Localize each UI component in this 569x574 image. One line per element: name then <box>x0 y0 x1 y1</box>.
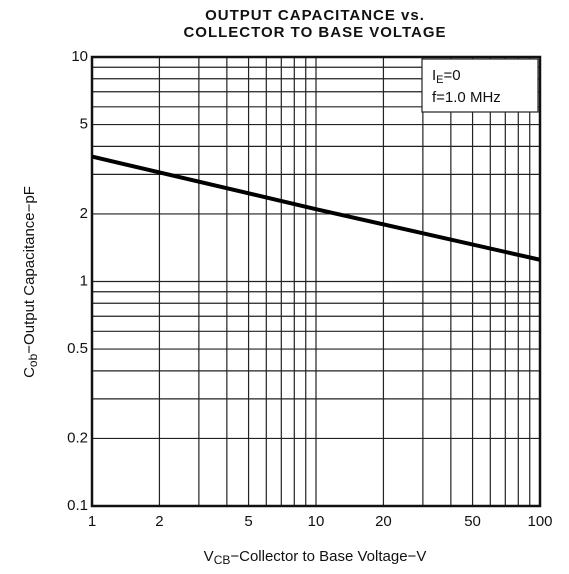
y-tick-label: 2 <box>80 205 88 222</box>
x-tick-label: 5 <box>244 513 252 530</box>
plot-area: 1 2 5 10 20 50 100 0.1 0.2 0.5 1 2 5 10 <box>67 48 552 530</box>
y-tick-label: 10 <box>71 48 88 65</box>
x-tick-label: 20 <box>375 513 392 530</box>
y-tick-label: 0.2 <box>67 429 88 446</box>
x-label-subscript: CB <box>214 553 231 567</box>
plot-border <box>90 55 542 508</box>
annotation: f=1.0 MHz <box>432 89 501 106</box>
chart-title: OUTPUT CAPACITANCE vs. <box>205 7 425 24</box>
y-label-part: −Output Capacitance−pF <box>21 186 38 354</box>
x-axis-label: VCB−Collector to Base Voltage−V <box>204 548 427 567</box>
y-tick-label: 0.5 <box>67 340 88 357</box>
x-tick-label: 100 <box>527 513 552 530</box>
x-tick-label: 1 <box>88 513 96 530</box>
annotation-part: I <box>432 67 436 84</box>
x-label-part: −Collector to Base Voltage−V <box>230 548 426 565</box>
y-tick-label: 1 <box>80 272 88 289</box>
x-tick-label: 50 <box>464 513 481 530</box>
data-line <box>91 154 541 262</box>
annotation: IE=0 <box>432 67 461 86</box>
annotation-subscript: E <box>436 74 443 86</box>
y-axis-label: Cob−Output Capacitance−pF <box>21 186 40 378</box>
y-tick-label: 5 <box>80 116 88 133</box>
x-label-part: V <box>204 548 214 565</box>
y-label-subscript: ob <box>26 353 40 367</box>
x-tick-label: 10 <box>308 513 325 530</box>
y-label-part: C <box>21 367 38 378</box>
y-tick-label: 0.1 <box>67 497 88 514</box>
chart-title: COLLECTOR TO BASE VOLTAGE <box>183 24 446 41</box>
x-tick-label: 2 <box>155 513 163 530</box>
annotation-part: =0 <box>444 67 461 84</box>
annotation-box <box>421 58 539 113</box>
